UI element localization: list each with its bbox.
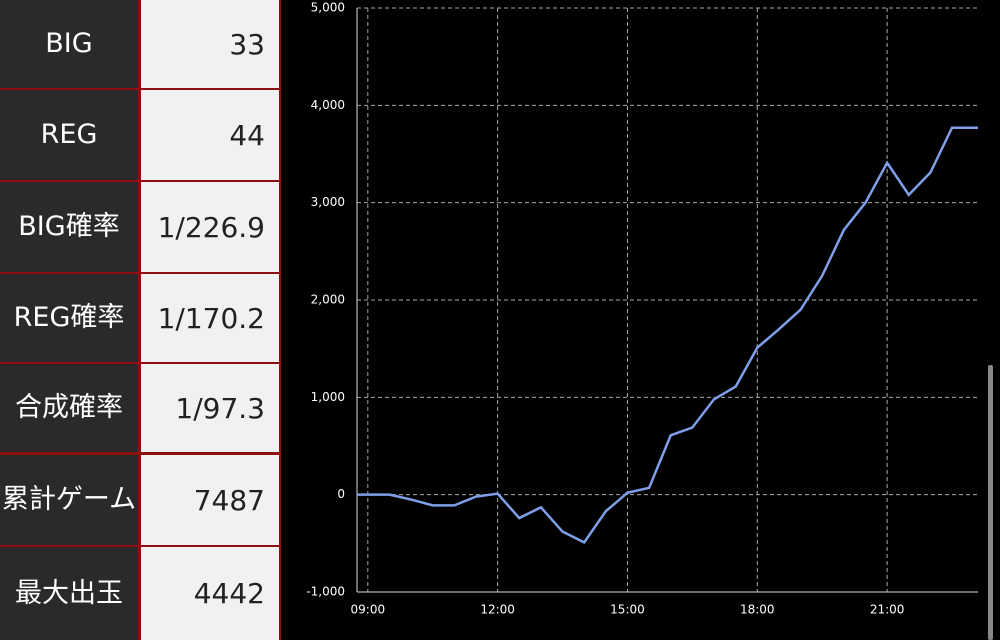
stats-table: BIG 33 REG 44 BIG確率 1/226.9 REG確率 1/170.2 合成確率 1/… bbox=[0, 0, 281, 640]
table-row: BIG 33 bbox=[0, 0, 281, 88]
y-tick-label: 0 bbox=[337, 487, 345, 501]
cell-value: 7487 bbox=[141, 455, 279, 545]
cell-value: 1/97.3 bbox=[141, 364, 279, 452]
chart: -1,000 0 1,000 2,000 3,000 4,000 5,000 09:00 12:… bbox=[283, 0, 1000, 640]
cell-value: 44 bbox=[141, 90, 279, 180]
cell-label: 合成確率 bbox=[0, 364, 138, 452]
y-tick-label: -1,000 bbox=[306, 585, 345, 599]
scrollbar bbox=[988, 365, 993, 640]
table-row: 合成確率 1/97.3 bbox=[0, 364, 281, 452]
table-row: 最大出玉 4442 bbox=[0, 547, 281, 640]
cell-label: BIG確率 bbox=[0, 182, 138, 272]
cell-label: 最大出玉 bbox=[0, 547, 138, 640]
cell-label: REG bbox=[0, 90, 138, 180]
cell-value: 4442 bbox=[141, 547, 279, 640]
table-row: BIG確率 1/226.9 bbox=[0, 182, 281, 272]
x-tick-label: 09:00 bbox=[351, 603, 386, 617]
cell-label: 累計ゲーム bbox=[0, 455, 138, 545]
table-row: REG 44 bbox=[0, 90, 281, 180]
chart-bg bbox=[283, 0, 1000, 640]
y-tick-label: 4,000 bbox=[311, 98, 345, 112]
data-line bbox=[357, 126, 978, 544]
x-tick-label: 18:00 bbox=[740, 603, 775, 617]
cell-value: 33 bbox=[141, 0, 279, 88]
y-tick-label: 1,000 bbox=[311, 390, 345, 404]
y-tick-label: 3,000 bbox=[311, 195, 345, 209]
table-row: REG確率 1/170.2 bbox=[0, 274, 281, 362]
x-tick-label: 12:00 bbox=[480, 603, 515, 617]
table-row: 累計ゲーム 7487 bbox=[0, 455, 281, 545]
x-tick-label: 15:00 bbox=[610, 603, 645, 617]
x-tick-label: 21:00 bbox=[870, 603, 905, 617]
y-tick-label: 2,000 bbox=[311, 293, 345, 307]
y-tick-label: 5,000 bbox=[311, 1, 345, 15]
cell-value: 1/170.2 bbox=[141, 274, 279, 362]
cell-label: BIG bbox=[0, 0, 138, 88]
cell-value: 1/226.9 bbox=[141, 182, 279, 272]
cell-label: REG確率 bbox=[0, 274, 138, 362]
